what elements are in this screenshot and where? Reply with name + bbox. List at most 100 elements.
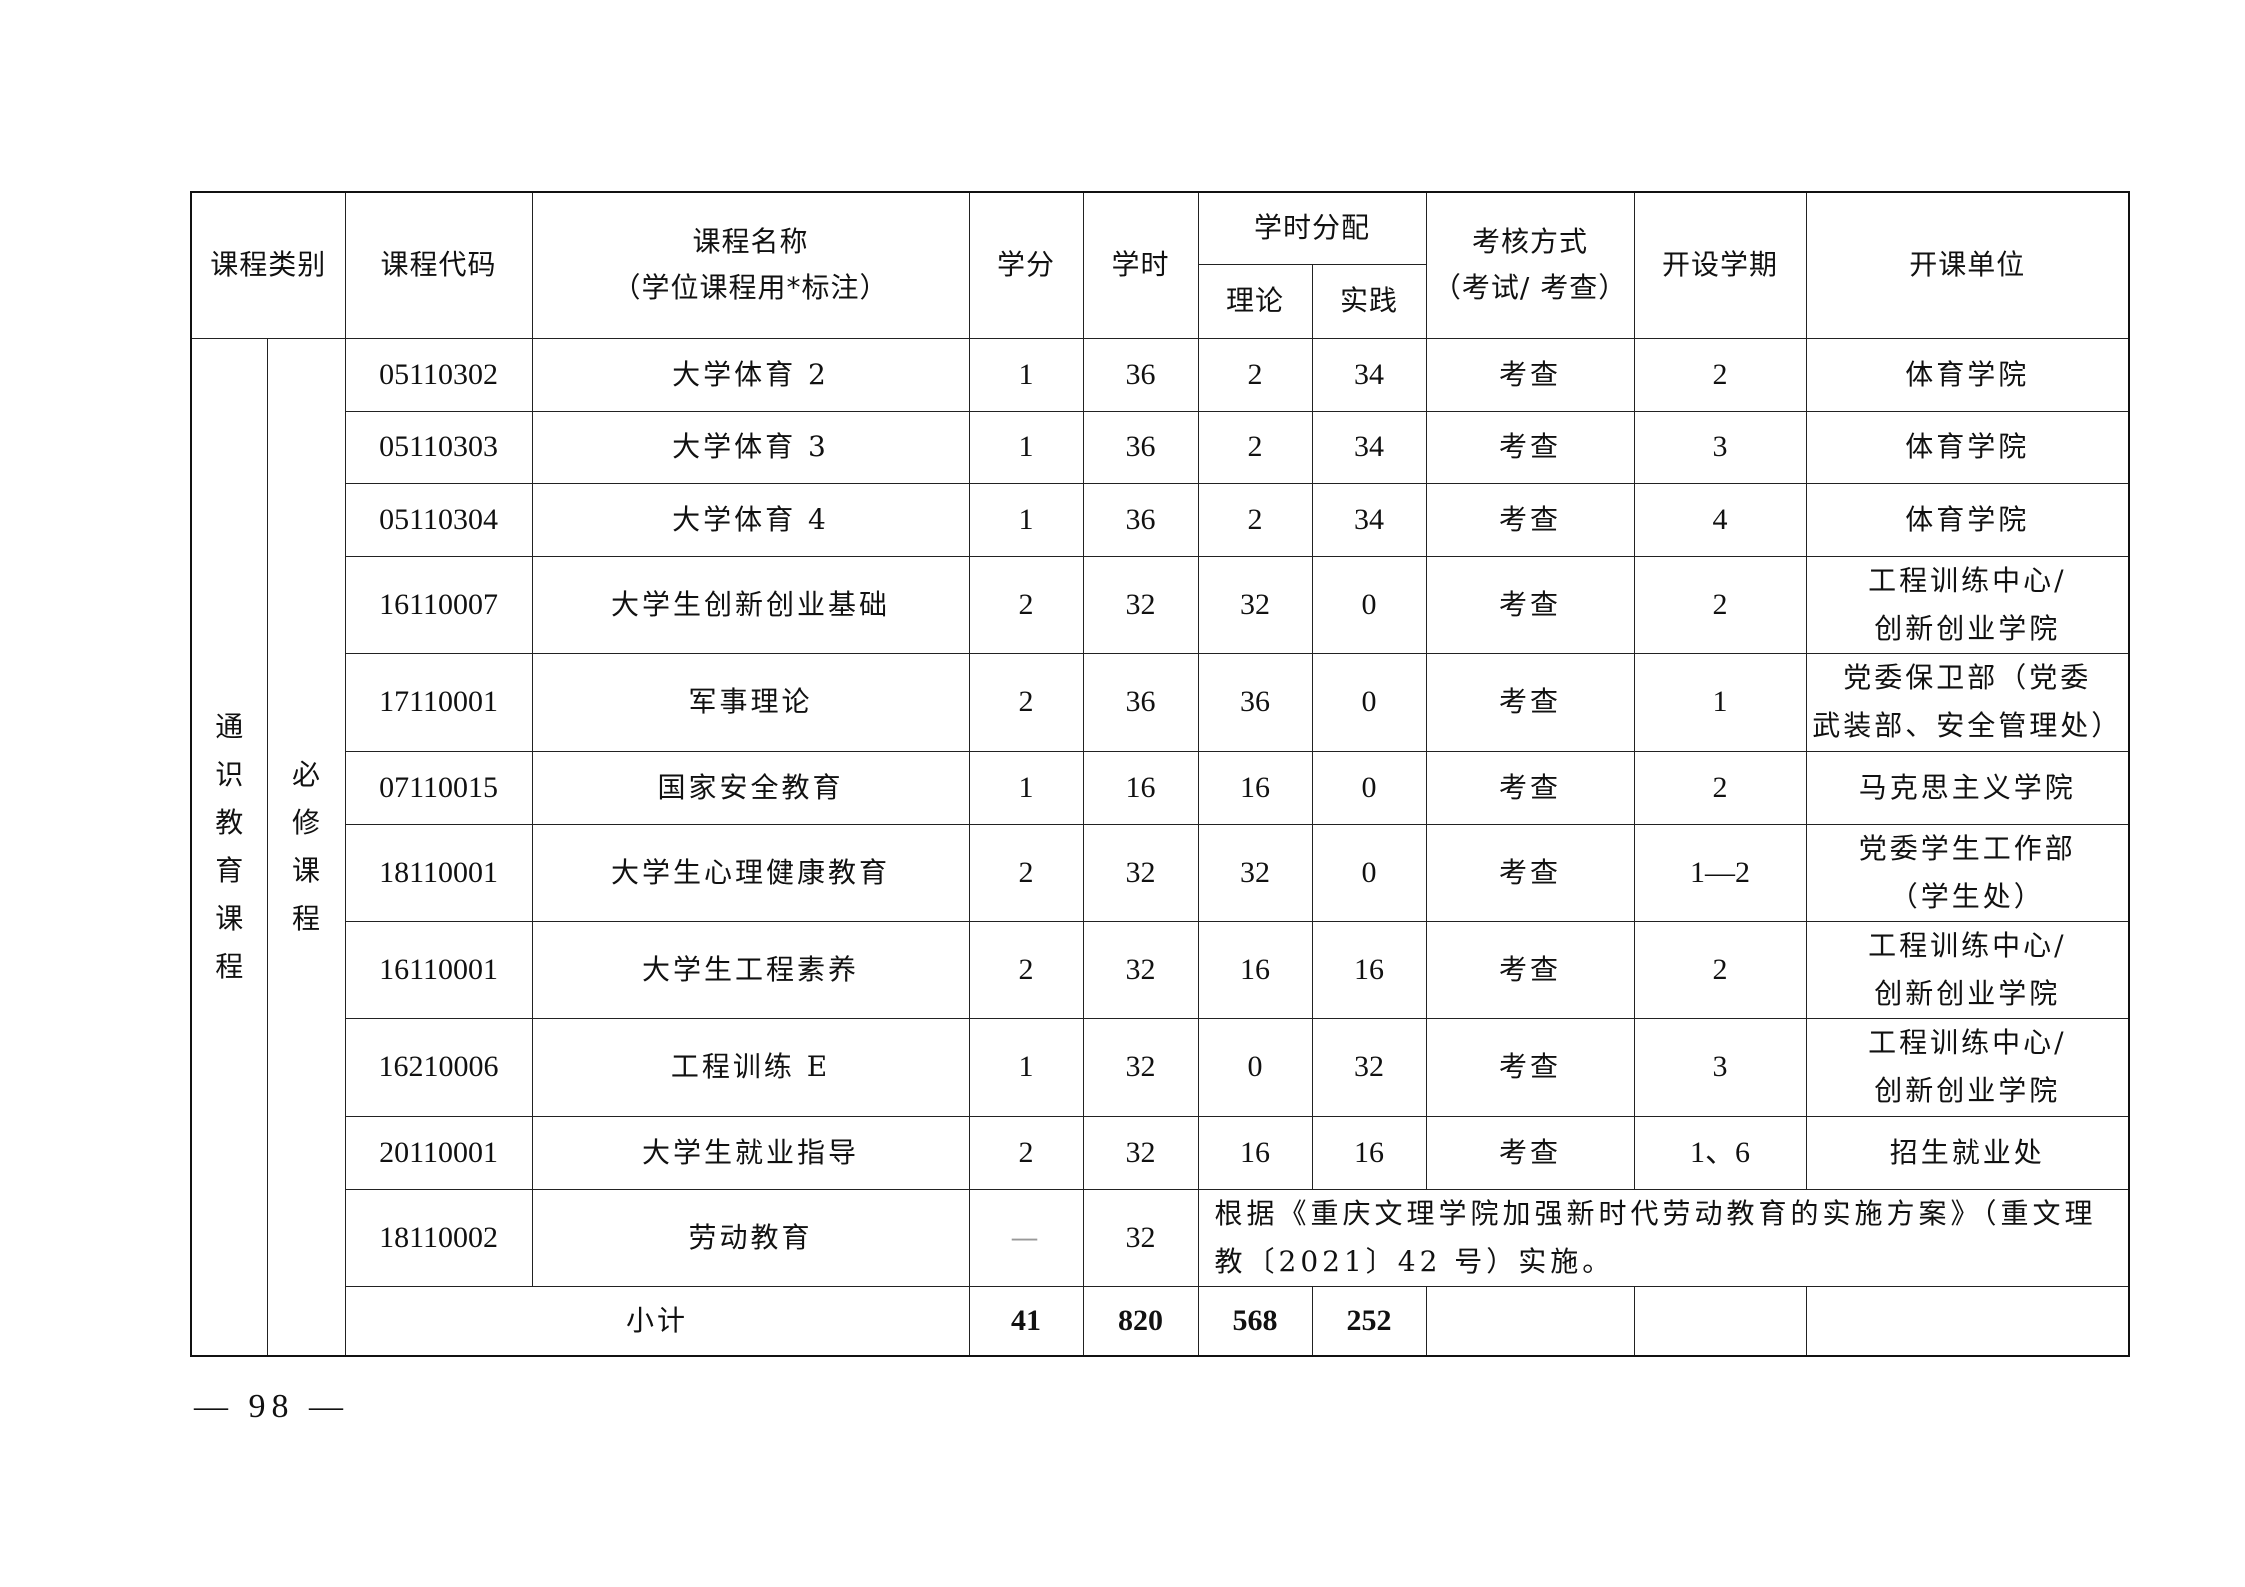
category-sub: 必修课程 [266, 337, 346, 1357]
semester: 1 [1633, 652, 1807, 752]
credits: 2 [968, 1115, 1084, 1190]
theory-hours: 2 [1197, 337, 1313, 412]
header-assessment-line1: 考核方式 [1472, 225, 1589, 259]
department-line: 工程训练中心/ [1868, 563, 2067, 597]
category-main: 通识教育课程 [190, 337, 268, 1357]
course-code: 16210006 [344, 1017, 533, 1117]
department-line: 体育学院 [1905, 430, 2030, 463]
table-row: 通识教育课程必修课程 05110302 大学体育 2 1 36 2 34 考查 2 体育学院 [190, 337, 2130, 1357]
subtotal-practice: 252 [1311, 1285, 1427, 1357]
hours: 32 [1082, 1115, 1199, 1190]
course-name: 国家安全教育 [531, 750, 970, 825]
course-name: 大学体育 2 [531, 337, 970, 412]
theory-hours: 36 [1197, 652, 1313, 752]
department-line: 党委保卫部（党委 [1843, 661, 2092, 694]
subtotal-label: 小计 [344, 1285, 970, 1357]
practice-hours: 34 [1311, 482, 1427, 557]
table-row: 18110001 大学生心理健康教育 2 32 32 0 考查 1—2 党委学生工作部 （学生处） [191, 823, 2130, 922]
assessment: 考查 [1425, 750, 1635, 825]
hours: 32 [1082, 1017, 1199, 1117]
department-line: 招生就业处 [1889, 1135, 2045, 1169]
empty-cell [1425, 1285, 1635, 1357]
header-credits: 学分 [968, 191, 1084, 339]
department: 招生就业处 [1805, 1115, 2130, 1190]
assessment: 考查 [1425, 920, 1635, 1019]
semester: 1、6 [1633, 1115, 1807, 1190]
credits: 1 [968, 410, 1084, 484]
department-line: 工程训练中心/ [1868, 928, 2067, 962]
table-row: 18110002 劳动教育 —32 根据《重庆文理学院加强新时代劳动教育的实施方案》（… [191, 1188, 2130, 1287]
category-main-char: 课 [215, 901, 244, 935]
assessment: 考查 [1425, 482, 1635, 557]
department: 体育学院 [1805, 482, 2130, 557]
subtotal-row: 小计 41 820 568 252 [191, 1285, 2130, 1357]
hours: 36 [1082, 482, 1199, 557]
category-sub-char: 必 [292, 757, 321, 791]
practice-hours: 16 [1311, 920, 1427, 1019]
practice-hours: 34 [1311, 337, 1427, 412]
category-main-char: 程 [215, 949, 244, 983]
course-name: 大学体育 3 [531, 410, 970, 484]
header-category: 课程类别 [190, 191, 346, 339]
department-line: 创新创业学院 [1874, 976, 2061, 1010]
header-name: 课程名称 （学位课程用*标注） [531, 191, 970, 339]
course-name: 大学生工程素养 [531, 920, 970, 1019]
table-row: 16110007 大学生创新创业基础 2 32 32 0 考查 2 工程训练中心/创新创业学院 [191, 555, 2130, 654]
theory-hours: 32 [1197, 823, 1313, 922]
department: 马克思主义学院 [1805, 750, 2130, 825]
credits: 2 [968, 555, 1084, 654]
semester: 3 [1633, 1017, 1807, 1117]
department: 党委保卫部（党委 武装部、安全管理处） [1805, 652, 2130, 752]
department: 体育学院 [1805, 337, 2130, 412]
department: 体育学院 [1805, 410, 2130, 484]
course-code: 05110304 [344, 482, 533, 557]
theory-hours: 16 [1197, 1115, 1313, 1190]
subtotal-hours: 820 [1082, 1285, 1199, 1357]
course-name: 劳动教育 [531, 1188, 970, 1287]
course-code: 18110001 [344, 823, 533, 922]
assessment: 考查 [1425, 823, 1635, 922]
category-sub-char: 程 [292, 901, 321, 935]
department: 工程训练中心/创新创业学院 [1805, 920, 2130, 1019]
header-code: 课程代码 [344, 191, 533, 339]
table-row: 17110001 军事理论 2 36 36 0 考查 1 党委保卫部（党委 武装部、安全管理处） [191, 652, 2130, 752]
credits: 1 [968, 337, 1084, 412]
header-name-line1: 课程名称 [692, 225, 809, 259]
category-main-char: 通 [215, 709, 244, 743]
practice-hours: 34 [1311, 410, 1427, 484]
assessment: 考查 [1425, 1115, 1635, 1190]
course-name: 大学生就业指导 [531, 1115, 970, 1190]
assessment: 考查 [1425, 555, 1635, 654]
empty-cell [1633, 1285, 1807, 1357]
semester: 1—2 [1633, 823, 1807, 922]
header-practice: 实践 [1311, 263, 1427, 339]
hours: 36 [1082, 652, 1199, 752]
department-line: 体育学院 [1905, 357, 2030, 391]
credits: — [968, 1188, 1084, 1287]
practice-hours: 0 [1311, 823, 1427, 922]
hours: 36 [1082, 410, 1199, 484]
page-number: — 98 — [194, 1388, 349, 1425]
practice-hours: 0 [1311, 555, 1427, 654]
course-name: 大学生创新创业基础 [531, 555, 970, 654]
course-code: 05110302 [344, 337, 533, 412]
assessment: 考查 [1425, 1017, 1635, 1117]
semester: 2 [1633, 750, 1807, 825]
credits: 1 [968, 750, 1084, 825]
department-line: 创新创业学院 [1874, 1074, 2061, 1107]
practice-hours: 16 [1311, 1115, 1427, 1190]
department-line: 工程训练中心/ [1868, 1026, 2067, 1059]
subtotal-credits: 41 [968, 1285, 1084, 1357]
department: 党委学生工作部 （学生处） [1805, 823, 2130, 922]
hours: 32 [1082, 823, 1199, 922]
semester: 3 [1633, 410, 1807, 484]
hours: 36 [1082, 337, 1199, 412]
credits: 2 [968, 652, 1084, 752]
category-main-char: 识 [215, 757, 244, 791]
department-line: 体育学院 [1905, 502, 2030, 536]
credits: 2 [968, 920, 1084, 1019]
practice-hours: 0 [1311, 750, 1427, 825]
course-name: 工程训练 E [531, 1017, 970, 1117]
course-code: 07110015 [344, 750, 533, 825]
empty-cell [1805, 1285, 2130, 1357]
